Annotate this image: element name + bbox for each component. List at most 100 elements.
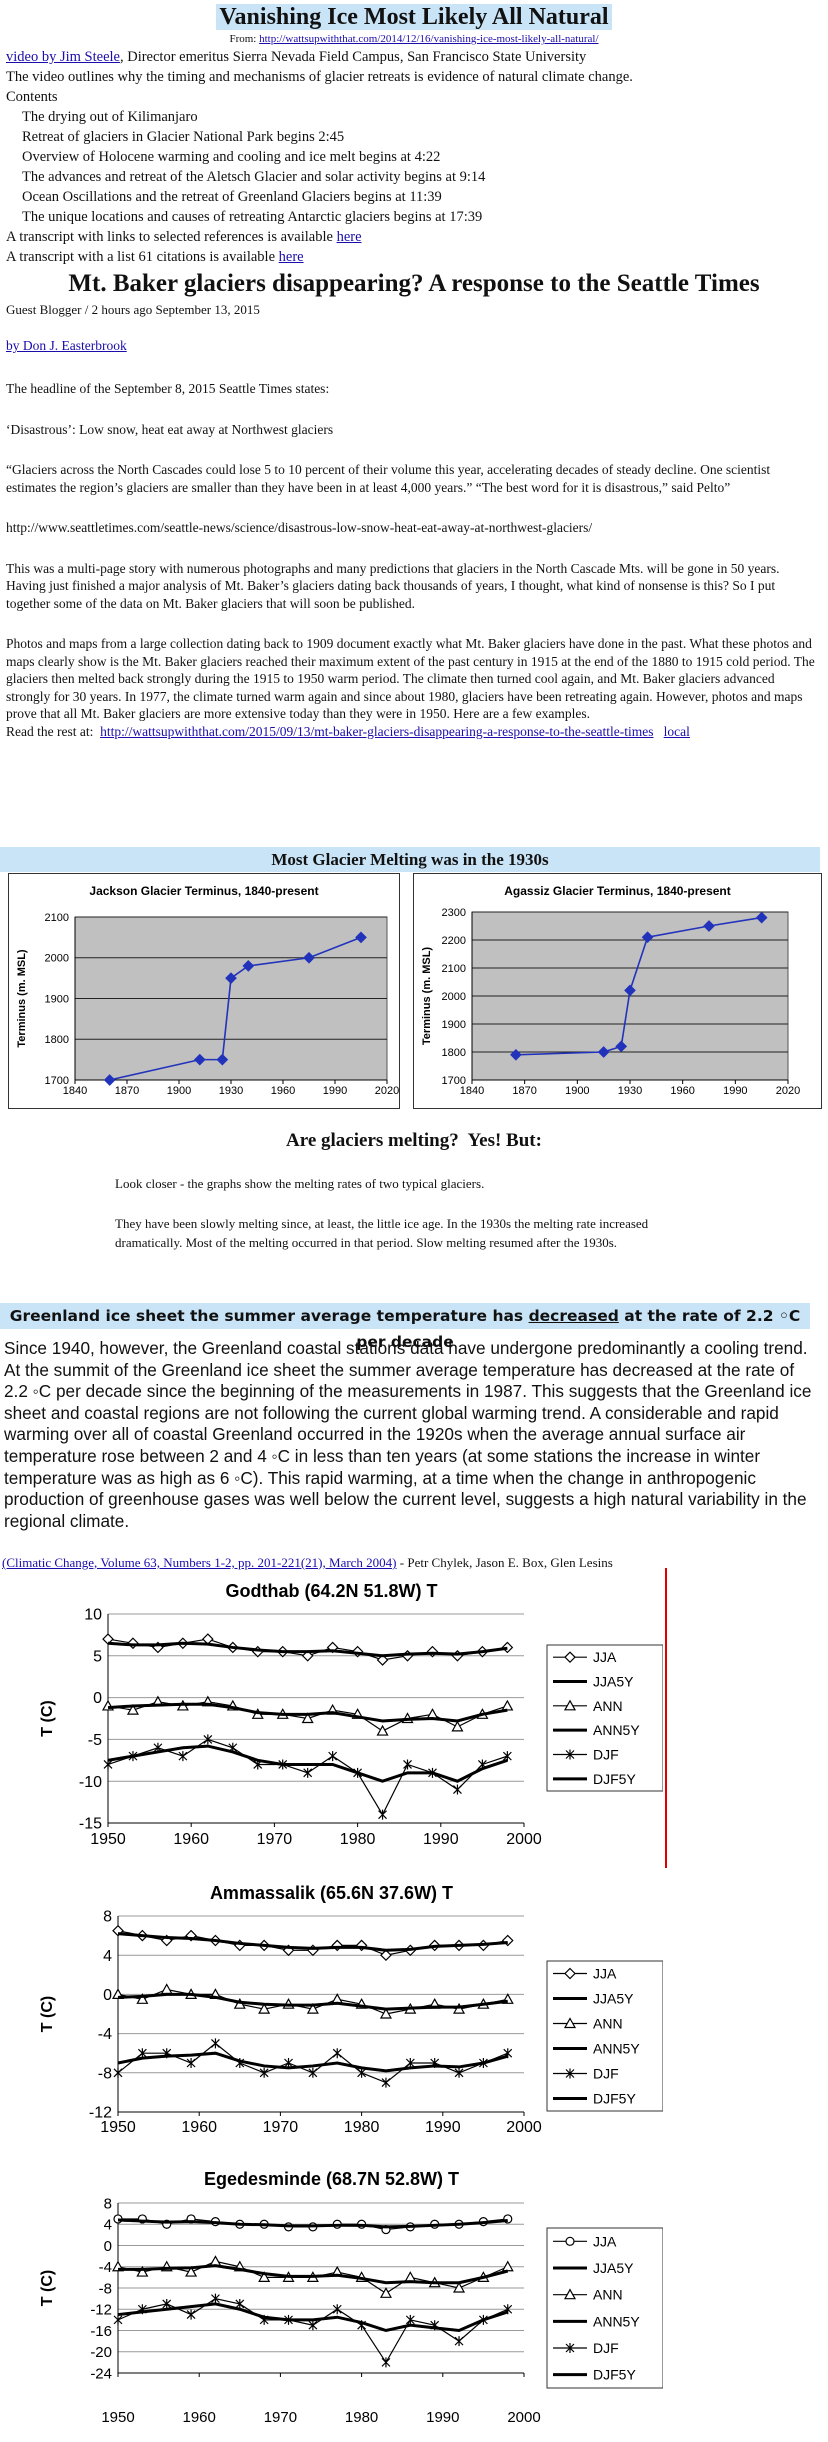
data-line <box>117 2302 509 2333</box>
citation: (Climatic Change, Volume 63, Numbers 1-2… <box>2 1555 613 1571</box>
legend-label: JJA <box>593 2233 617 2249</box>
transcript-link[interactable]: here <box>278 249 304 265</box>
x-tick-label: 1980 <box>344 2119 380 2136</box>
chart-box: Godthab (64.2N 51.8W) T T (C) -15 -10 -5 0 5 10… <box>0 1580 664 1876</box>
data-point <box>624 984 636 997</box>
chart-title: Agassiz Glacier Terminus, 1840-present <box>504 884 731 898</box>
y-tick-label: -4 <box>99 2259 112 2276</box>
data-point <box>403 1759 412 1770</box>
contents-item: Ocean Oscillations and the retreat of Gr… <box>22 189 442 205</box>
data-point <box>379 2007 392 2019</box>
legend-label: ANN <box>593 1698 623 1714</box>
divider <box>665 1568 667 1868</box>
x-tick-label: 1840 <box>460 1085 484 1097</box>
contents-label: Contents <box>6 89 58 105</box>
data-point <box>242 960 255 972</box>
note: They have been slowly melting since, at … <box>115 1216 649 1250</box>
y-tick-label: -15 <box>79 1816 102 1833</box>
data-point <box>355 931 367 944</box>
x-tick-label: 1950 <box>100 2119 136 2136</box>
data-point <box>235 2298 245 2309</box>
data-point <box>615 1040 628 1053</box>
legend-label: JJA5Y <box>593 2260 634 2276</box>
y-tick-label: 1900 <box>45 993 69 1005</box>
data-point <box>185 2265 198 2277</box>
y-tick-label: -20 <box>90 2344 112 2361</box>
data-point <box>510 1048 522 1061</box>
contents-item: Retreat of glaciers in Glacier National … <box>22 129 345 145</box>
data-point <box>502 1751 512 1762</box>
x-tick-label: 1990 <box>723 1085 747 1097</box>
chart-box: Egedesminde (68.7N 52.8W) T T (C) -24 -20 -1… <box>0 2160 664 2437</box>
from-url[interactable]: http://wattsupwiththat.com/2014/12/16/va… <box>259 33 599 45</box>
legend-label: DJF5Y <box>593 1771 636 1787</box>
transcript-line: A transcript with a list 61 citations is… <box>6 249 304 266</box>
local-link[interactable]: local <box>663 723 690 739</box>
data-point <box>380 1949 392 1962</box>
data-point <box>193 1053 206 1066</box>
y-tick-label: 2000 <box>45 953 69 965</box>
x-tick-label: 1950 <box>90 1831 126 1848</box>
data-point <box>216 1053 229 1066</box>
data-line <box>118 2264 509 2285</box>
x-tick-label: 1870 <box>115 1085 139 1097</box>
from-label: From: <box>229 33 257 45</box>
transcript-link[interactable]: here <box>336 229 362 245</box>
y-tick-label: 2300 <box>442 907 466 919</box>
legend-label: ANN <box>593 2016 623 2032</box>
transcript-text: A transcript with links to selected refe… <box>6 229 333 245</box>
y-tick-label: 2200 <box>442 935 466 947</box>
x-tick-label: 1960 <box>173 1831 209 1848</box>
contents-item: The advances and retreat of the Aletsch … <box>22 169 486 185</box>
data-point <box>453 2281 466 2293</box>
data-point <box>186 2058 196 2068</box>
y-axis-label: Terminus (m. MSL) <box>421 947 433 1046</box>
data-point <box>301 1649 314 1662</box>
citation-authors: - Petr Chylek, Jason E. Box, Glen Lesins <box>396 1555 613 1570</box>
data-point <box>308 2320 318 2331</box>
x-tick-label: 1970 <box>257 1831 293 1848</box>
data-point <box>454 2067 464 2078</box>
data-point <box>306 2002 319 2014</box>
y-tick-label: -4 <box>98 2026 112 2043</box>
data-point <box>209 2255 222 2267</box>
read-link[interactable]: http://wattsupwiththat.com/2015/09/13/mt… <box>100 723 654 739</box>
data-point <box>328 1751 338 1762</box>
data-line <box>117 1932 508 1952</box>
data-point <box>308 2067 318 2078</box>
data-point <box>641 931 654 944</box>
data-point <box>203 1734 213 1745</box>
data-line <box>107 1641 508 1658</box>
y-axis-label: T (C) <box>39 1996 56 2032</box>
legend-box <box>546 1960 664 2112</box>
banner-text: at the rate of 2.2 ◦C per decade <box>356 1307 801 1351</box>
y-tick-label: 1700 <box>442 1075 466 1087</box>
x-tick-label: 1840 <box>63 1085 87 1097</box>
header-title-wrap: Vanishing Ice Most Likely All Natural <box>0 4 828 31</box>
y-tick-label: 2100 <box>442 963 466 975</box>
y-tick-label: -12 <box>89 2105 112 2122</box>
data-point <box>258 2002 271 2014</box>
legend-marker <box>565 2236 575 2246</box>
y-tick-label: 2000 <box>442 991 466 1003</box>
data-point <box>303 951 315 964</box>
data-point <box>453 1784 462 1795</box>
y-tick-label: 8 <box>104 2195 112 2212</box>
x-tick-label: 1960 <box>271 1085 295 1097</box>
x-tick-label: 1960 <box>670 1085 694 1097</box>
legend-marker <box>565 2068 575 2079</box>
citation-link[interactable]: (Climatic Change, Volume 63, Numbers 1-2… <box>2 1555 397 1570</box>
data-point <box>162 2298 172 2309</box>
legend-label: ANN5Y <box>593 2313 640 2329</box>
data-point <box>126 1703 139 1715</box>
data-line <box>107 1702 508 1723</box>
video-link[interactable]: video by Jim Steele <box>6 49 120 65</box>
data-point <box>211 2293 220 2304</box>
data-point <box>113 2067 123 2078</box>
chart-box: Ammassalik (65.6N 37.6W) T T (C) -12 -8 -4 0 4… <box>0 1878 664 2160</box>
x-tick-label: 2000 <box>506 2119 542 2136</box>
y-tick-label: -8 <box>99 2280 112 2297</box>
data-line <box>117 1992 508 2011</box>
author-link[interactable]: by Don J. Easterbrook <box>6 338 127 353</box>
y-tick-label: 0 <box>93 1690 102 1707</box>
